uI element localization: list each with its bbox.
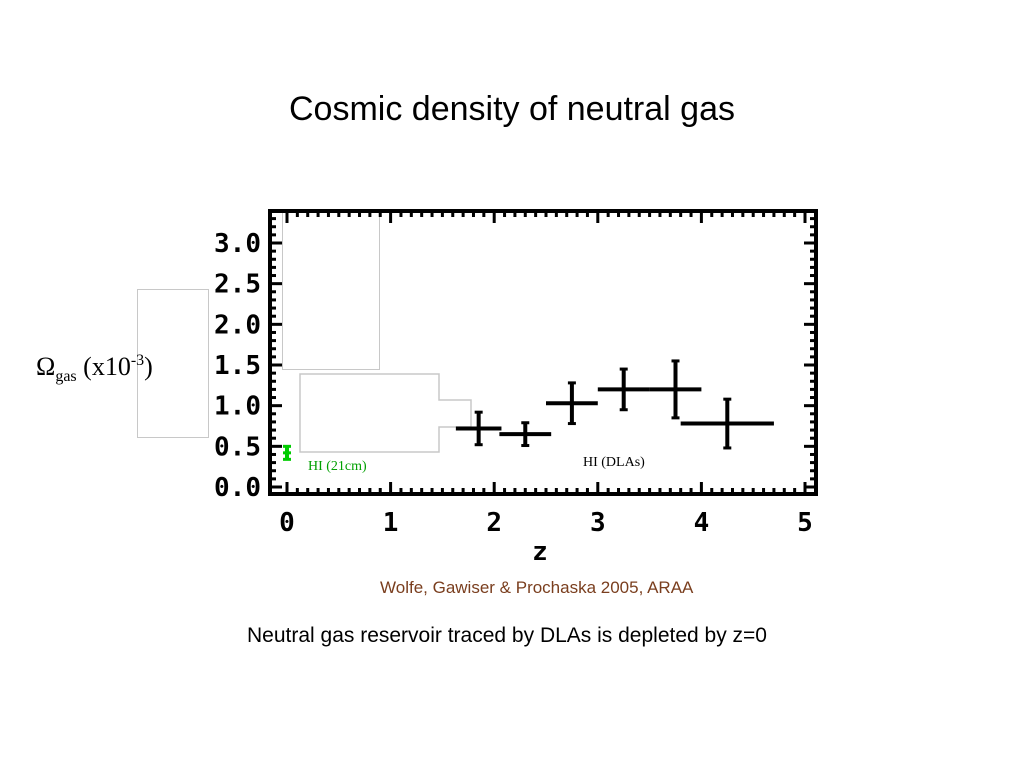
y-tick-label: 3.0 bbox=[214, 229, 261, 259]
y-tick-label: 0.5 bbox=[214, 432, 261, 462]
ghost-box-top bbox=[282, 212, 380, 370]
x-tick-label: 1 bbox=[383, 508, 399, 538]
y-axis-unit-suffix: ) bbox=[144, 352, 153, 381]
y-axis-unit-prefix: (x10 bbox=[76, 352, 131, 381]
ghost-box-left bbox=[137, 289, 209, 438]
x-tick-label: 0 bbox=[279, 508, 295, 538]
y-axis-symbol: Ω bbox=[36, 352, 56, 381]
y-tick-label: 2.5 bbox=[214, 270, 261, 300]
y-tick-label: 1.5 bbox=[214, 351, 261, 381]
y-tick-label: 0.0 bbox=[214, 473, 261, 503]
x-tick-label: 3 bbox=[590, 508, 606, 538]
legend-hi-21cm: HI (21cm) bbox=[308, 459, 367, 474]
ghost-shape bbox=[299, 373, 472, 453]
plot-frame bbox=[268, 209, 818, 496]
slide-caption: Neutral gas reservoir traced by DLAs is … bbox=[246, 624, 767, 647]
y-tick-label: 1.0 bbox=[214, 392, 261, 422]
y-axis-label: Ωgas (x10-3) bbox=[36, 352, 153, 386]
legend-hi-dlas: HI (DLAs) bbox=[583, 455, 645, 470]
citation-credit: Wolfe, Gawiser & Prochaska 2005, ARAA bbox=[380, 578, 694, 597]
y-tick-label: 2.0 bbox=[214, 310, 261, 340]
y-axis-exponent: -3 bbox=[130, 352, 145, 369]
x-tick-label: 5 bbox=[797, 508, 813, 538]
x-tick-label: 4 bbox=[694, 508, 710, 538]
slide-title: Cosmic density of neutral gas bbox=[289, 90, 735, 128]
x-axis-label: z bbox=[532, 537, 548, 567]
x-tick-label: 2 bbox=[486, 508, 502, 538]
y-axis-subscript: gas bbox=[55, 368, 77, 385]
